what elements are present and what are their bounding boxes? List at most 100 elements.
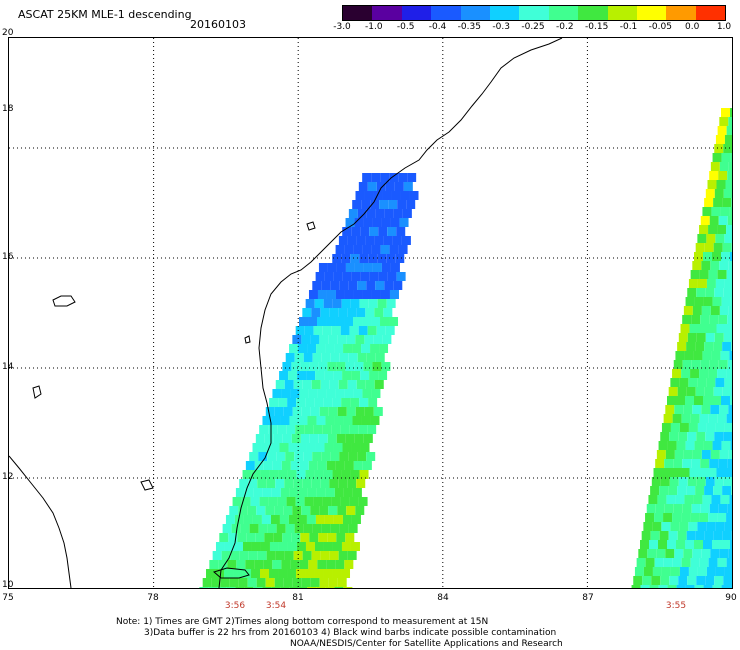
swath-cell — [724, 378, 732, 387]
swath-cell — [320, 479, 330, 488]
swath-cell — [278, 398, 288, 407]
swath-cell — [638, 549, 648, 558]
swath-cell — [371, 290, 381, 299]
swath-cell — [399, 218, 409, 227]
swath-cell — [387, 227, 397, 236]
product-title: ASCAT 25KM MLE-1 descending — [18, 8, 192, 21]
swath-cell — [351, 272, 361, 281]
swath-cell — [398, 245, 408, 254]
swath-cell — [378, 371, 388, 380]
lon-label-78: 78 — [147, 593, 159, 603]
swath-cell — [688, 279, 698, 288]
swath-cell — [688, 378, 698, 387]
swath-cell — [221, 551, 231, 560]
swath-cell — [396, 272, 406, 281]
swath-cell — [723, 576, 732, 585]
swath-cell — [251, 470, 261, 479]
swath-cell — [349, 326, 359, 335]
swath-cell — [651, 576, 661, 585]
swath-cell — [220, 578, 230, 587]
swath-cell — [330, 452, 340, 461]
swath-cell — [209, 560, 219, 569]
swath-cell — [326, 461, 336, 470]
swath-cell — [313, 497, 323, 506]
swath-cell — [357, 209, 367, 218]
swath-cell — [360, 272, 370, 281]
swath-cell — [317, 560, 327, 569]
swath-cell — [346, 407, 356, 416]
swath-cell — [350, 542, 360, 551]
swath-cell — [373, 335, 383, 344]
swath-cell — [254, 560, 264, 569]
swath-cell — [713, 387, 723, 396]
swath-cell — [290, 389, 300, 398]
swath-cell — [389, 317, 399, 326]
swath-cell — [728, 450, 732, 459]
swath-cell — [343, 344, 353, 353]
swath-cell — [718, 504, 728, 513]
swath-cell — [299, 461, 309, 470]
swath-cell — [677, 531, 687, 540]
swath-cell — [383, 236, 393, 245]
swath-cell — [341, 470, 351, 479]
pass-time-1: 3:56 — [224, 601, 246, 611]
swath-cell — [709, 459, 719, 468]
swath-cell — [659, 486, 669, 495]
swath-cell — [242, 470, 252, 479]
swath-cell — [364, 407, 374, 416]
swath-cell — [706, 522, 716, 531]
swath-cell — [225, 515, 235, 524]
swath-cell — [237, 533, 247, 542]
swath-cell — [363, 218, 373, 227]
swath-cell — [682, 459, 692, 468]
swath-cell — [327, 434, 337, 443]
swath-cell — [720, 351, 730, 360]
swath-cell — [318, 533, 328, 542]
swath-cell — [232, 497, 242, 506]
swath-cell — [334, 587, 344, 588]
swath-cell — [677, 342, 687, 351]
swath-cell — [359, 254, 369, 263]
swath-cell — [311, 551, 321, 560]
swath-cell — [302, 479, 312, 488]
swath-cell — [710, 450, 720, 459]
swath-cell — [691, 315, 701, 324]
swath-cell — [316, 488, 326, 497]
swath-cell — [372, 218, 382, 227]
swath-cell — [267, 524, 277, 533]
swath-cell — [358, 326, 368, 335]
swath-cell — [296, 542, 306, 551]
coastline — [9, 38, 563, 588]
swath-cell — [373, 191, 383, 200]
swath-cell — [660, 576, 670, 585]
swath-cell — [347, 380, 357, 389]
swath-cell — [234, 515, 244, 524]
lat-label-12: 12 — [2, 472, 14, 482]
swath-cell — [725, 180, 732, 189]
swath-cell — [323, 299, 333, 308]
swath-cell — [713, 531, 723, 540]
swath-cell — [719, 405, 729, 414]
swath-cell — [295, 326, 305, 335]
swath-cell — [719, 162, 729, 171]
swath-cell — [275, 479, 285, 488]
swath-cell — [287, 470, 297, 479]
swath-cell — [248, 551, 258, 560]
swath-cell — [265, 506, 275, 515]
swath-cell — [678, 576, 688, 585]
swath-cell — [292, 335, 302, 344]
swath-cell — [696, 432, 706, 441]
swath-cell — [269, 542, 279, 551]
swath-cell — [338, 308, 348, 317]
swath-cell — [697, 423, 707, 432]
swath-cell — [362, 461, 372, 470]
swath-cell — [309, 434, 319, 443]
swath-cell — [690, 270, 700, 279]
swath-cell — [661, 567, 671, 576]
swath-cell — [344, 245, 354, 254]
swath-cell — [286, 425, 296, 434]
swath-cell — [263, 560, 273, 569]
swath-cell — [304, 425, 314, 434]
swath-cell — [338, 236, 348, 245]
swath-cell — [676, 396, 685, 405]
